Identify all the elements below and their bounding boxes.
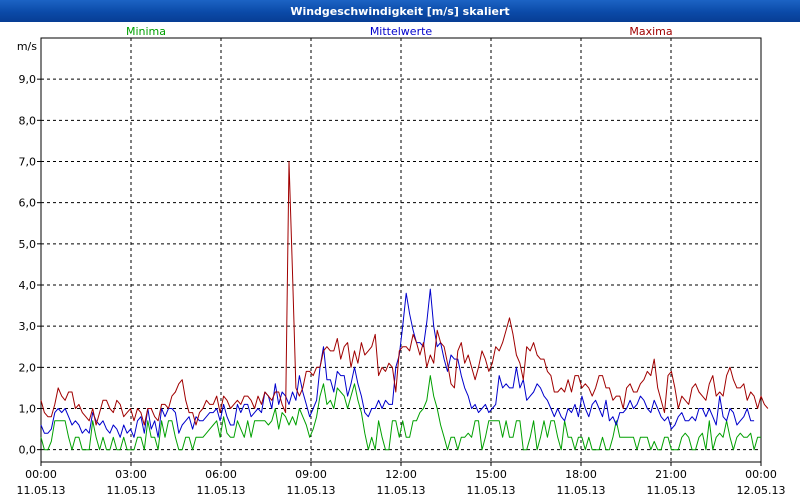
y-tick-label: 8,0 [19,114,37,127]
legend-mittelwerte: Mittelwerte [370,25,433,38]
x-tick-date: 11.05.13 [467,484,516,497]
x-tick-time: 12:00 [385,468,417,481]
series-line-mittelwerte [40,288,755,438]
legend: Minima Mittelwerte Maxima [126,25,673,38]
grid-lines [41,38,761,462]
x-tick-date: 11.05.13 [557,484,606,497]
y-axis-unit: m/s [17,40,37,53]
x-tick-date: 12.05.13 [737,484,786,497]
x-tick-time: 21:00 [655,468,687,481]
wind-speed-chart: m/s 0,0 1,0 2,0 3,0 4,0 5,0 6,0 7,0 8,0 9,0 00:00… [0,22,800,500]
title-bar: Windgeschwindigkeit [m/s] skaliert [0,0,800,23]
legend-maxima: Maxima [629,25,672,38]
y-tick-label: 7,0 [19,155,37,168]
y-tick-label: 1,0 [19,402,37,415]
x-tick-time: 00:00 [25,468,57,481]
y-tick-label: 9,0 [19,73,37,86]
y-tick-label: 0,0 [19,444,37,457]
x-tick-time: 00:00 [745,468,777,481]
x-tick-time: 03:00 [115,468,147,481]
x-tick-time: 18:00 [565,468,597,481]
y-tick-label: 5,0 [19,238,37,251]
x-axis: 00:00 11.05.13 03:00 11.05.13 06:00 11.05.13 0… [17,462,786,497]
x-tick-date: 11.05.13 [107,484,156,497]
y-tick-label: 2,0 [19,361,37,374]
x-tick-date: 11.05.13 [17,484,66,497]
x-tick-date: 11.05.13 [647,484,696,497]
series-lines [40,161,769,451]
x-tick-date: 11.05.13 [197,484,246,497]
x-tick-time: 09:00 [295,468,327,481]
window-title: Windgeschwindigkeit [m/s] skaliert [290,4,510,18]
x-tick-time: 06:00 [205,468,237,481]
y-axis: m/s 0,0 1,0 2,0 3,0 4,0 5,0 6,0 7,0 8,0 9,0 [17,40,41,457]
series-line-minima [40,375,761,451]
series-line-maxima [40,161,769,426]
y-tick-label: 3,0 [19,320,37,333]
y-tick-label: 4,0 [19,279,37,292]
x-tick-date: 11.05.13 [287,484,336,497]
x-tick-date: 11.05.13 [377,484,426,497]
y-tick-label: 6,0 [19,197,37,210]
chart-background [0,22,800,500]
legend-minima: Minima [126,25,166,38]
x-tick-time: 15:00 [475,468,507,481]
